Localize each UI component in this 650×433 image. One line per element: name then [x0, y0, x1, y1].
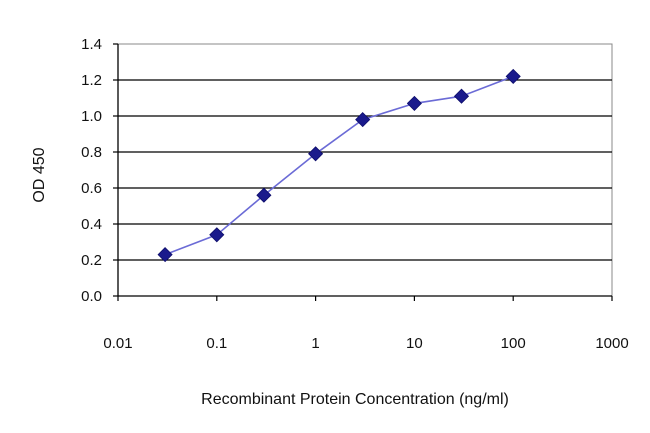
y-tick-labels: 0.0 0.2 0.4 0.6 0.8 1.0 1.2 1.4 [81, 36, 102, 305]
x-tick-label-0: 0.01 [103, 335, 132, 352]
y-tick-label-4: 0.8 [81, 144, 102, 161]
data-point-0 [157, 247, 173, 263]
axes [113, 43, 613, 301]
data-point-7 [505, 68, 521, 84]
y-tick-label-5: 1.0 [81, 108, 102, 125]
x-tick-label-3: 10 [406, 335, 423, 352]
x-tick-label-1: 0.1 [206, 335, 227, 352]
x-tick-label-2: 1 [311, 335, 319, 352]
y-tick-label-1: 0.2 [81, 252, 102, 269]
x-tick-labels: 0.01 0.1 1 10 100 1000 [103, 335, 628, 352]
y-tick-label-0: 0.0 [81, 288, 102, 305]
data-point-2 [256, 187, 272, 203]
plot-area [117, 43, 613, 297]
data-point-6 [453, 88, 470, 104]
series-line-0 [164, 75, 514, 256]
data-point-3 [308, 146, 324, 162]
data-point-5 [406, 95, 422, 111]
x-tick-label-5: 1000 [595, 335, 628, 352]
y-tick-label-3: 0.6 [81, 180, 102, 197]
y-tick-label-6: 1.2 [81, 72, 102, 89]
data-point-4 [355, 112, 371, 128]
x-tick-label-4: 100 [501, 335, 526, 352]
y-axis-title: OD 450 [31, 147, 48, 202]
y-tick-label-2: 0.4 [81, 216, 102, 233]
y-tick-label-7: 1.4 [81, 36, 102, 53]
data-point-1 [209, 227, 225, 243]
x-axis-title: Recombinant Protein Concentration (ng/ml… [201, 391, 509, 408]
series-group [157, 68, 521, 263]
